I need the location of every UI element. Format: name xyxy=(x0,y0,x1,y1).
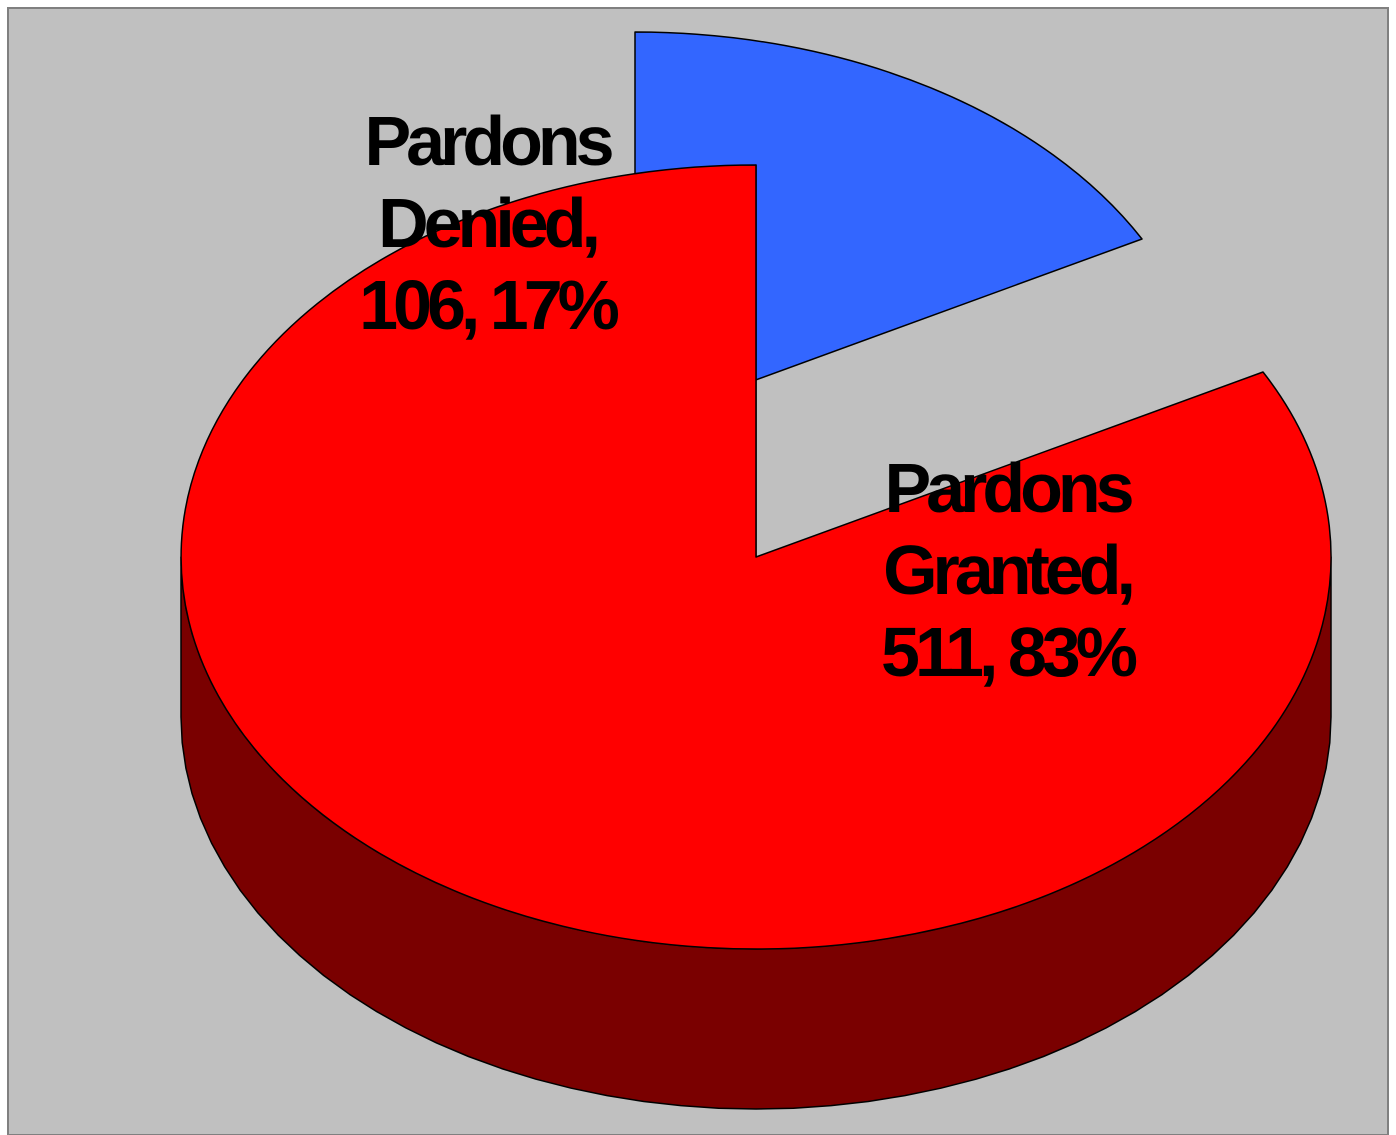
data-label-line: Denied, xyxy=(378,184,596,262)
data-label-pardons-denied: Pardons Denied, 106, 17% xyxy=(359,102,619,344)
slice-top-face xyxy=(634,31,1143,425)
data-label-line: Pardons xyxy=(884,449,1132,527)
data-label-line: Pardons xyxy=(364,102,612,180)
data-label-line: 511, 83% xyxy=(881,613,1137,691)
data-label-line: 106, 17% xyxy=(359,266,619,344)
slice-top-face xyxy=(180,164,1332,950)
data-label-pardons-granted: Pardons Granted, 511, 83% xyxy=(881,449,1137,691)
data-label-line: Granted, xyxy=(883,531,1131,609)
pie-slice-pardons-denied xyxy=(634,31,1143,425)
pie-slice-pardons-granted xyxy=(180,164,1332,1110)
